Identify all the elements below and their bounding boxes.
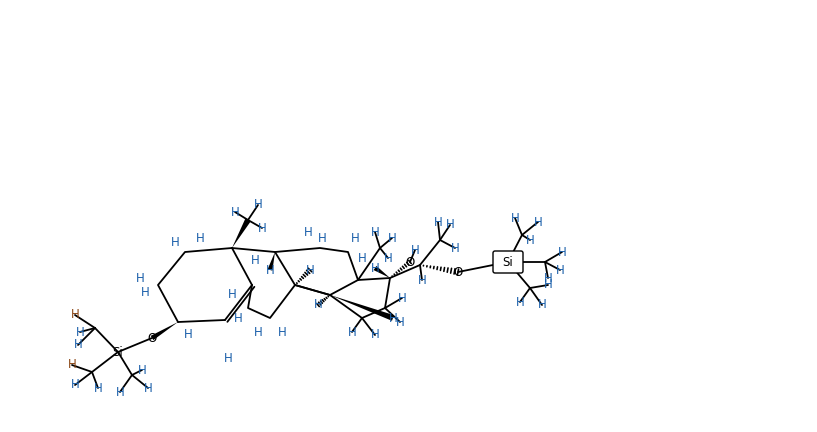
Text: Si: Si — [502, 255, 513, 269]
Text: H: H — [74, 339, 83, 352]
Text: H: H — [257, 222, 266, 235]
Text: H: H — [137, 363, 146, 377]
Text: H: H — [68, 359, 76, 372]
Text: H: H — [558, 245, 566, 258]
Text: O: O — [405, 255, 414, 269]
Text: H: H — [398, 292, 406, 305]
Text: H: H — [538, 299, 547, 311]
Text: O: O — [147, 331, 157, 344]
Text: H: H — [234, 311, 243, 324]
Text: H: H — [253, 325, 262, 339]
Polygon shape — [330, 295, 394, 321]
Text: H: H — [511, 212, 520, 225]
Text: H: H — [76, 325, 84, 339]
Text: H: H — [184, 328, 192, 342]
Text: H: H — [144, 381, 153, 394]
Text: H: H — [534, 216, 542, 229]
Text: O: O — [453, 266, 462, 279]
Text: H: H — [251, 254, 259, 267]
Text: H: H — [136, 271, 145, 285]
Polygon shape — [268, 252, 275, 271]
Text: H: H — [434, 216, 442, 229]
Text: H: H — [445, 219, 454, 232]
Text: H: H — [543, 279, 552, 292]
Text: H: H — [358, 251, 366, 264]
Text: H: H — [70, 378, 79, 391]
Text: H: H — [224, 352, 232, 365]
Text: H: H — [306, 264, 315, 276]
Text: H: H — [350, 232, 359, 245]
Text: H: H — [371, 261, 379, 274]
Text: H: H — [543, 271, 552, 285]
Text: H: H — [371, 226, 379, 238]
Text: H: H — [314, 299, 323, 311]
Polygon shape — [373, 266, 390, 278]
FancyBboxPatch shape — [493, 251, 523, 273]
Text: H: H — [389, 311, 397, 324]
Text: H: H — [94, 381, 102, 394]
Text: H: H — [116, 385, 124, 398]
Text: H: H — [347, 325, 356, 339]
Text: H: H — [171, 235, 180, 248]
Text: H: H — [278, 325, 287, 339]
Text: H: H — [417, 273, 426, 286]
Text: H: H — [411, 244, 419, 257]
Text: H: H — [141, 286, 150, 299]
Text: H: H — [230, 206, 239, 219]
Text: Si: Si — [113, 346, 123, 359]
Text: H: H — [371, 328, 379, 342]
Polygon shape — [150, 322, 178, 340]
Text: H: H — [556, 264, 565, 276]
Text: H: H — [318, 232, 326, 245]
Text: H: H — [228, 289, 236, 302]
Text: H: H — [70, 308, 79, 321]
Text: H: H — [516, 295, 525, 308]
Text: H: H — [304, 226, 312, 238]
Text: H: H — [451, 241, 459, 254]
Text: H: H — [387, 232, 396, 245]
Text: H: H — [525, 234, 534, 247]
Text: H: H — [195, 232, 204, 245]
Text: H: H — [395, 315, 404, 328]
Text: H: H — [384, 251, 392, 264]
Polygon shape — [232, 219, 251, 248]
Text: H: H — [266, 264, 275, 276]
Text: H: H — [253, 198, 262, 212]
